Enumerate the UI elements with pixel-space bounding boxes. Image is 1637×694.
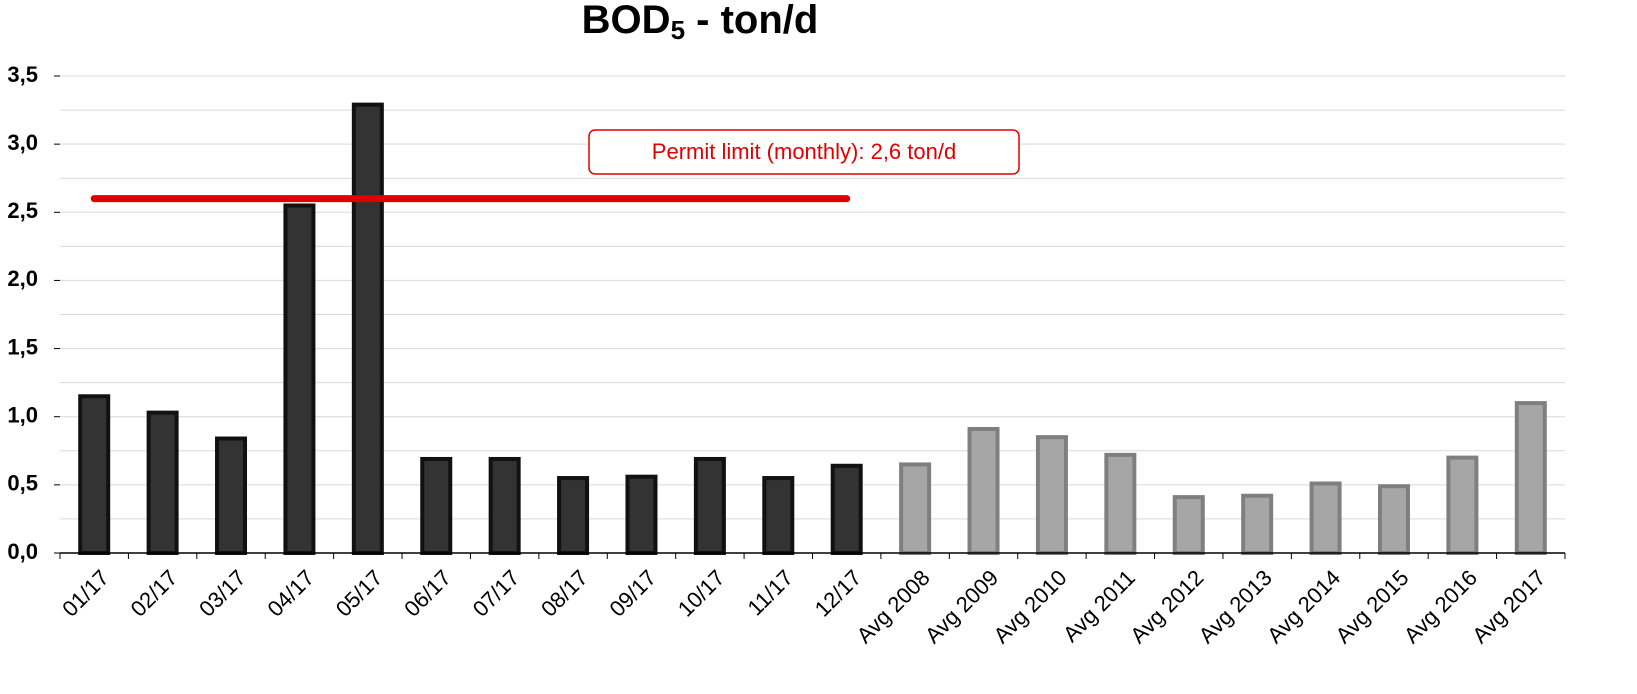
bar (146, 410, 179, 555)
x-tick-label: 09/17 (605, 565, 662, 622)
y-tick-label: 2,0 (7, 266, 38, 291)
x-tick-label: 06/17 (399, 565, 456, 622)
bar (1377, 484, 1410, 555)
x-tick-label: 03/17 (194, 565, 251, 622)
x-tick-label: Avg 2017 (1467, 565, 1550, 648)
bar (1104, 452, 1137, 556)
bar (78, 394, 111, 555)
title-rest: - ton/d (685, 0, 818, 42)
annotation: Permit limit (monthly): 2,6 ton/d (652, 139, 956, 164)
y-tick-label: 3,0 (7, 130, 38, 155)
title-subscript: 5 (671, 15, 685, 45)
bar (488, 456, 521, 555)
x-tick-label: Avg 2014 (1262, 565, 1345, 648)
bar (420, 456, 453, 555)
x-tick-label: 05/17 (331, 565, 388, 622)
x-tick-label: Avg 2016 (1399, 565, 1482, 648)
bar (1172, 495, 1205, 556)
bar (1309, 481, 1342, 556)
bar (693, 456, 726, 555)
y-tick-label: 0,5 (7, 471, 38, 496)
bar (351, 102, 384, 556)
bar (1241, 493, 1274, 556)
title-main: BOD (582, 0, 671, 42)
y-tick-label: 1,0 (7, 403, 38, 428)
bar (283, 203, 316, 555)
x-tick-label: Avg 2011 (1058, 565, 1140, 647)
bar (830, 463, 863, 555)
bar (899, 462, 932, 555)
x-tick-label: Avg 2015 (1330, 565, 1413, 648)
x-tick-label: 12/17 (810, 565, 867, 622)
x-tick-label: Avg 2013 (1194, 565, 1277, 648)
x-tick-label: 08/17 (536, 565, 593, 622)
x-tick-label: 02/17 (126, 565, 183, 622)
x-tick-label: Avg 2010 (988, 565, 1071, 648)
x-tick-label: 01/17 (57, 565, 114, 622)
bar (625, 474, 658, 555)
y-tick-label: 3,5 (7, 62, 38, 87)
bar (557, 476, 590, 555)
bar (215, 436, 248, 555)
x-tick-label: 11/17 (742, 565, 797, 620)
bar (1514, 401, 1547, 556)
y-tick-label: 1,5 (7, 334, 38, 359)
annotation-box (588, 129, 1020, 175)
x-tick-label: 04/17 (262, 565, 319, 622)
bar (762, 476, 795, 555)
y-tick-label: 2,5 (7, 198, 38, 223)
x-tick-label: 10/17 (673, 565, 730, 622)
bar (967, 426, 1000, 556)
bar (1446, 455, 1479, 556)
x-tick-label: Avg 2012 (1125, 565, 1208, 648)
x-tick-label: 07/17 (468, 565, 525, 622)
y-tick-label: 0,0 (7, 539, 38, 564)
bar (1035, 435, 1068, 555)
chart-title: BOD5 - ton/d (582, 0, 819, 45)
x-tick-label: Avg 2009 (920, 565, 1003, 648)
x-tick-label: Avg 2008 (852, 565, 935, 648)
